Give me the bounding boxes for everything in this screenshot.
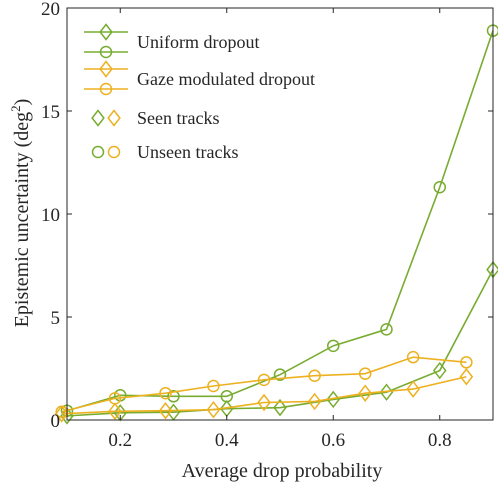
y-axis-label-sup: 2 <box>8 105 23 112</box>
legend-item: Uniform dropout <box>84 23 259 59</box>
legend-circle-marker <box>99 45 113 59</box>
series-line <box>61 375 467 415</box>
data-point <box>460 356 473 369</box>
data-point <box>273 368 287 381</box>
y-ticks: 0 5 10 15 20 <box>41 0 493 432</box>
data-point <box>432 361 447 380</box>
data-point <box>207 379 220 393</box>
legend-label: Uniform dropout <box>137 32 259 52</box>
legend: Uniform dropout Gaze modulated dropout See… <box>84 23 315 162</box>
x-tick-label: 0.8 <box>428 430 452 451</box>
data-point <box>167 390 180 403</box>
data-point <box>257 393 271 412</box>
y-tick-label: 15 <box>41 102 60 123</box>
legend-diamond-gaze-marker <box>107 109 121 127</box>
data-point <box>358 367 372 380</box>
data-point <box>206 400 221 419</box>
y-axis-label-close: ) <box>11 99 33 106</box>
y-tick-label: 20 <box>41 0 60 20</box>
legend-circle-marker <box>99 82 113 96</box>
x-tick-label: 0.2 <box>108 430 132 451</box>
y-tick-label: 5 <box>51 308 61 329</box>
data-point <box>307 392 322 411</box>
data-point <box>327 339 340 353</box>
legend-item: Seen tracks <box>91 108 219 128</box>
data-point <box>159 386 172 400</box>
data-point <box>433 180 446 194</box>
series-gaze-seen <box>54 368 474 423</box>
series-line <box>66 269 494 417</box>
legend-diamond-marker <box>99 23 113 41</box>
data-point <box>459 368 474 386</box>
x-tick-label: 0.6 <box>321 430 345 451</box>
data-point <box>108 392 122 405</box>
data-point <box>406 380 420 398</box>
legend-label: Seen tracks <box>137 108 219 128</box>
y-tick-label: 10 <box>41 205 60 226</box>
data-point <box>257 373 271 387</box>
data-point <box>273 398 287 417</box>
y-axis-label: Epistemic uncertainty (deg2) <box>8 99 33 328</box>
data-point <box>358 384 373 402</box>
data-point <box>308 369 321 382</box>
data-point <box>326 390 341 409</box>
legend-diamond-uniform-marker <box>91 109 105 127</box>
data-point <box>406 350 420 364</box>
x-tick-label: 0.4 <box>215 430 239 451</box>
y-tick-label: 0 <box>51 411 61 432</box>
data-point <box>379 383 394 401</box>
plot-area <box>54 24 498 425</box>
series-uniform-seen <box>60 260 498 425</box>
data-point <box>108 402 122 421</box>
legend-circle-uniform-marker <box>91 145 105 159</box>
data-point <box>220 390 233 403</box>
legend-item: Unseen tracks <box>91 142 238 162</box>
series-line <box>61 356 467 413</box>
legend-label: Unseen tracks <box>137 142 238 162</box>
y-axis-label-main: Epistemic uncertainty (deg <box>11 112 33 327</box>
data-point <box>158 402 173 420</box>
series-gaze-unseen <box>55 350 473 419</box>
legend-label: Gaze modulated dropout <box>137 69 315 89</box>
x-axis-label: Average drop probability <box>182 460 383 482</box>
x-ticks: 0.2 0.4 0.6 0.8 <box>108 8 452 451</box>
legend-diamond-marker <box>99 60 113 78</box>
legend-item: Gaze modulated dropout <box>84 60 315 96</box>
data-point <box>380 323 393 336</box>
legend-circle-gaze-marker <box>107 145 121 159</box>
